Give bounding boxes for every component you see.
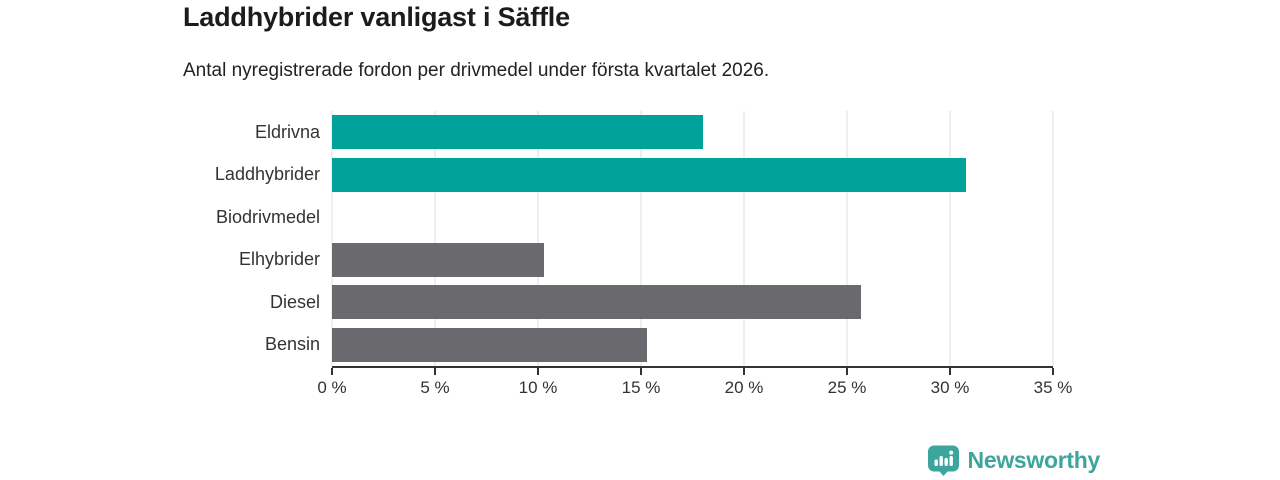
category-label-laddhybrider: Laddhybrider [214, 164, 320, 185]
axis-tick [846, 368, 848, 375]
bar-elhybrider [332, 242, 545, 277]
axis-tick-label: 35 % [1033, 378, 1073, 397]
category-label-elhybrider: Elhybrider [238, 249, 320, 270]
category-label-bensin: Bensin [264, 334, 320, 355]
gridline [331, 111, 333, 366]
category-labels: Eldrivna Laddhybrider Biodrivmedel Elhybrid… [0, 111, 320, 366]
bar-bensin [332, 327, 648, 362]
axis-tick [949, 368, 951, 375]
bar-eldrivna [332, 115, 703, 150]
chart-title: Laddhybrider vanligast i Säffle [183, 2, 570, 32]
axis-tick-label: 5 % [420, 378, 450, 397]
newsworthy-logo-text: Newsworthy [967, 447, 1101, 473]
axis-tick-label: 25 % [827, 378, 867, 397]
axis-tick-label: 10 % [518, 378, 558, 397]
axis-tick-label: 0 % [317, 378, 347, 397]
category-label-diesel: Diesel [269, 291, 320, 312]
plot-area [331, 111, 1054, 366]
category-label-eldrivna: Eldrivna [254, 121, 320, 142]
gridline [846, 111, 848, 366]
newsworthy-logo-icon [927, 445, 959, 476]
axis-tick [434, 368, 436, 375]
axis-tick-label: 15 % [621, 378, 661, 397]
brand-footer: Newsworthy [927, 445, 1100, 476]
axis-tick-label: 20 % [724, 378, 764, 397]
category-label-biodrivmedel: Biodrivmedel [215, 206, 320, 227]
chart-subtitle: Antal nyregistrerade fordon per drivmede… [183, 60, 770, 81]
axis-tick [640, 368, 642, 375]
gridline [537, 111, 539, 366]
axis-tick [331, 368, 333, 375]
axis-tick-label: 30 % [930, 378, 970, 397]
gridline [949, 111, 951, 366]
gridline [434, 111, 436, 366]
axis-tick [1052, 368, 1054, 375]
bar-diesel [332, 285, 862, 320]
x-axis: 0 % 5 % 10 % 15 % 20 % 25 % 30 % 35 % [317, 366, 1072, 402]
axis-tick [537, 368, 539, 375]
axis-tick [743, 368, 745, 375]
gridline [1052, 111, 1054, 366]
bar-laddhybrider [332, 157, 967, 192]
gridline [743, 111, 745, 366]
gridline [640, 111, 642, 366]
